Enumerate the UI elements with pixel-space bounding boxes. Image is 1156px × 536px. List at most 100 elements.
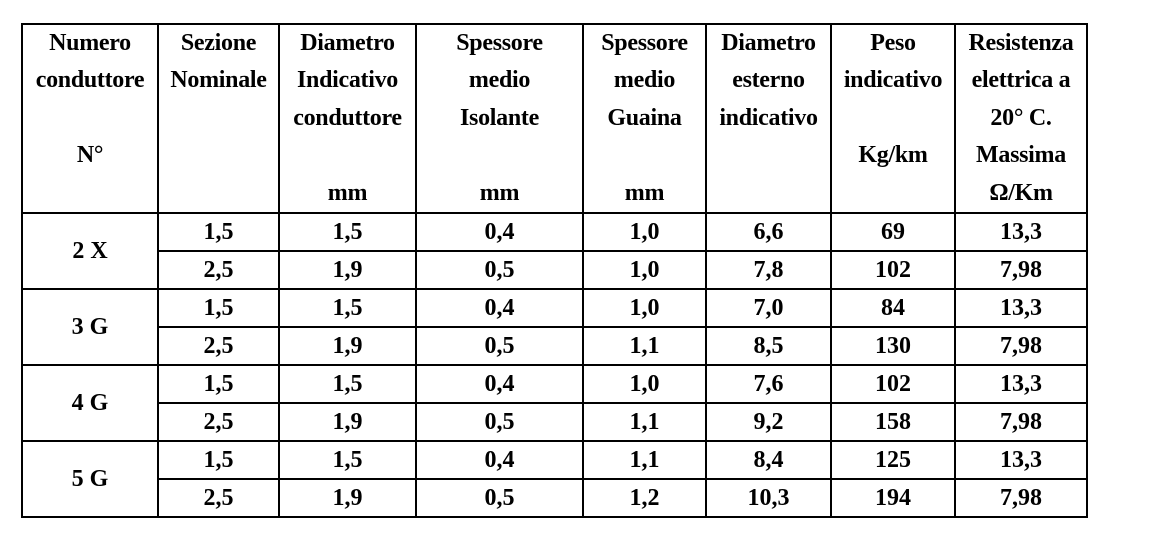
header-line [707,137,830,174]
header-line: medio [613,67,676,94]
table-cell: 0,4 [415,287,584,328]
header-line: indicativo [843,67,943,94]
table-row: 2 X 1,5 1,5 0,4 1,0 6,6 69 13,3 [21,211,1088,290]
table-cell: 8,5 [705,325,832,366]
conductor-count-cell: 3 G [21,287,159,366]
header-line: Spessore [601,30,688,56]
header-line [832,175,954,212]
table-row: 4 G 1,5 1,5 0,4 1,0 7,6 102 13,3 [21,363,1088,442]
header-line: 20° C. [990,104,1052,131]
column-header: Sezione Nominale [157,23,280,214]
table-cell: 9,2 [705,401,832,442]
header-line [23,100,157,137]
header-line [832,100,954,137]
table-cell: 0,4 [415,211,584,252]
header-line: Isolante [460,104,539,131]
column-header: Spessore medio Isolante mm [415,23,584,214]
cable-spec-table: Numero conduttore N° Sezione Nominale Diametr… [21,23,1088,518]
table-cell: 1,5 [157,211,280,252]
header-line: Kg/km [858,142,928,169]
table-cell: 1,1 [582,439,707,480]
table-row: 2,5 1,9 0,5 1,1 8,5 130 7,98 [22,325,1088,366]
header-line: conduttore [35,67,145,94]
header-line: Nominale [170,67,267,94]
table-cell: 13,3 [954,439,1088,480]
column-header: Diametro Indicativo conduttore mm [278,23,417,214]
column-header: Resistenza elettrica a 20° C. Massima Ω/Km [954,23,1088,214]
table-cell: 1,5 [278,211,417,252]
table-row: 2,5 1,9 0,5 1,0 7,8 102 7,98 [22,249,1088,290]
table-cell: 0,4 [415,363,584,404]
table-cell: 10,3 [705,477,832,518]
header-line [417,137,582,174]
header-line [280,137,415,174]
table-row: 2,5 1,9 0,5 1,1 9,2 158 7,98 [22,401,1088,442]
table-cell: 1,5 [157,363,280,404]
table-cell: 1,5 [278,287,417,328]
table-cell: 1,9 [278,477,417,518]
header-line: mm [624,179,665,206]
table-cell: 8,4 [705,439,832,480]
table-cell: 2,5 [157,325,280,366]
table-cell: 1,1 [582,325,707,366]
table-cell: 125 [830,439,956,480]
header-row: Numero conduttore N° Sezione Nominale Diametr… [21,23,1088,214]
table-cell: 7,98 [954,249,1088,290]
table-cell: 1,0 [582,287,707,328]
header-line: indicativo [719,104,818,131]
header-line [159,175,278,212]
table-cell: 1,5 [278,439,417,480]
header-line [23,175,157,212]
header-line: conduttore [293,104,402,131]
header-line: Resistenza [968,30,1074,56]
column-header: Numero conduttore N° [21,23,159,214]
header-line: Indicativo [296,67,399,94]
header-line: Massima [976,142,1066,169]
table-cell: 1,9 [278,249,417,290]
header-line: esterno [732,67,805,94]
table-cell: 1,2 [582,477,707,518]
table-cell: 1,0 [582,363,707,404]
conductor-count-cell: 5 G [21,439,159,518]
column-header: Peso indicativo Kg/km [830,23,956,214]
table-cell: 1,0 [582,249,707,290]
header-line: mm [479,179,520,206]
header-line: medio [468,67,531,94]
header-line: Peso [870,30,916,56]
header-line [707,175,830,212]
header-line: elettrica a [971,67,1071,94]
conductor-count-cell: 4 G [21,363,159,442]
table-cell: 0,5 [415,477,584,518]
table-cell: 13,3 [954,363,1088,404]
header-line: N° [76,142,104,169]
header-line: Guaina [607,104,682,131]
table-row: 3 G 1,5 1,5 0,4 1,0 7,0 84 13,3 [21,287,1088,366]
table-cell: 7,98 [954,325,1088,366]
table-cell: 2,5 [157,401,280,442]
header-line: Diametro [300,30,395,56]
table-cell: 1,5 [157,287,280,328]
table-cell: 7,6 [705,363,832,404]
column-header: Spessore medio Guaina mm [582,23,707,214]
table-cell: 1,9 [278,325,417,366]
table-cell: 1,1 [582,401,707,442]
table-cell: 13,3 [954,287,1088,328]
header-line: Sezione [180,30,257,56]
conductor-count-cell: 2 X [21,211,159,290]
table-cell: 7,0 [705,287,832,328]
table-cell: 2,5 [157,477,280,518]
table-row: 5 G 1,5 1,5 0,4 1,1 8,4 125 13,3 [21,439,1088,518]
table-cell: 7,98 [954,401,1088,442]
header-line [584,137,705,174]
table-cell: 102 [830,249,956,290]
table-cell: 2,5 [157,249,280,290]
header-line: mm [327,179,368,206]
table-body: 2 X 1,5 1,5 0,4 1,0 6,6 69 13,3 2,5 1,9 0,5 1,0 7,8 1… [21,211,1088,518]
table-cell: 0,4 [415,439,584,480]
table-cell: 13,3 [954,211,1088,252]
header-line: Ω/Km [989,179,1053,206]
table-row: 2,5 1,9 0,5 1,2 10,3 194 7,98 [22,477,1088,518]
header-line: Spessore [456,30,543,56]
table-cell: 0,5 [415,325,584,366]
table-cell: 84 [830,287,956,328]
